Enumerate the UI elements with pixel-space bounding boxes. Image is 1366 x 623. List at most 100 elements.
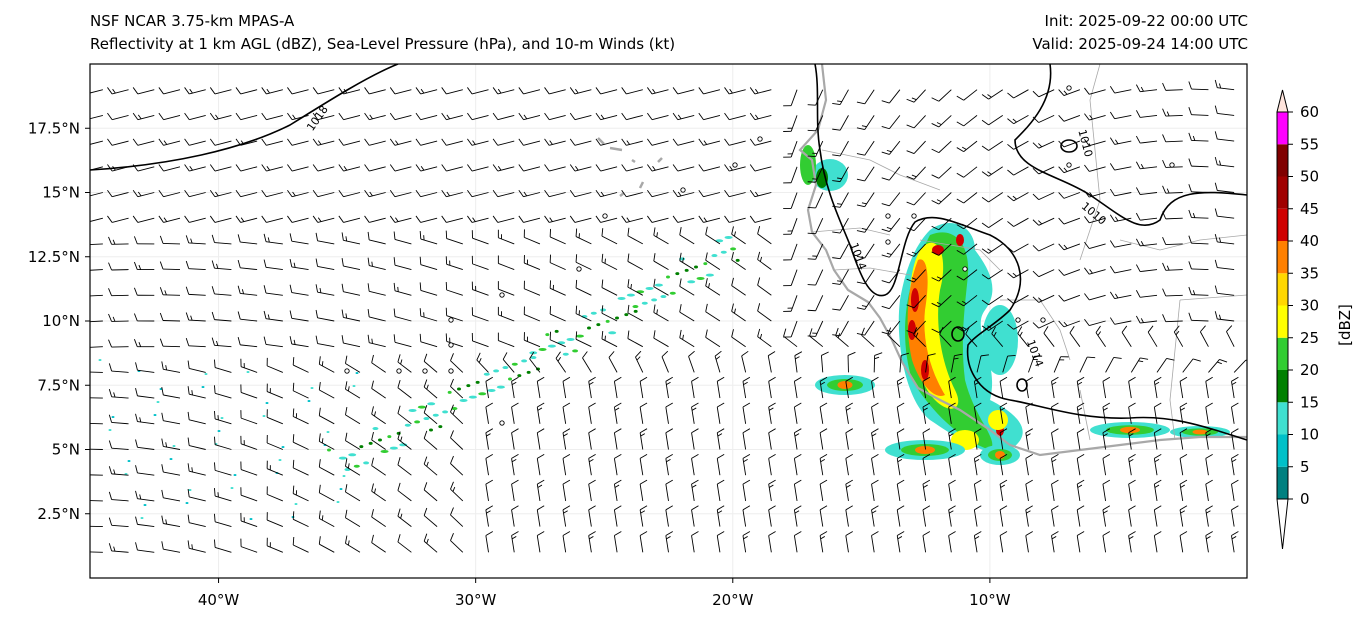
wind-barb — [896, 453, 905, 476]
wind-barb — [794, 351, 803, 373]
wind-barb — [807, 192, 824, 209]
reflectivity-cell — [982, 305, 1018, 375]
wind-barb — [1102, 402, 1111, 424]
wind-barb — [367, 334, 386, 348]
wind-barb — [783, 269, 798, 287]
wind-barb — [450, 481, 464, 502]
wind-barb — [518, 138, 541, 146]
wind-barb — [832, 217, 849, 234]
wind-barb — [445, 230, 463, 245]
wind-barb — [716, 505, 725, 527]
wind-barb — [871, 531, 879, 553]
wind-barb — [485, 479, 494, 501]
wind-barb — [832, 140, 849, 157]
wind-barb — [485, 531, 494, 553]
reflectivity-cell — [457, 387, 461, 391]
wind-barb — [1025, 531, 1033, 553]
wind-barb — [569, 189, 592, 198]
wind-barb — [1025, 453, 1033, 476]
wind-barb — [639, 376, 648, 399]
station-marker — [1066, 162, 1072, 168]
wind-barb — [981, 294, 1003, 306]
wind-barb — [575, 305, 592, 322]
wind-barb — [1128, 505, 1136, 527]
wind-barb — [757, 328, 772, 348]
wind-barb — [187, 488, 206, 502]
wind-barb — [1173, 325, 1184, 347]
wind-barb — [1205, 505, 1213, 527]
wind-barb — [133, 236, 155, 245]
wind-barb — [948, 428, 956, 450]
wind-barb — [292, 511, 309, 528]
wind-barb — [783, 328, 798, 348]
wind-barb — [749, 215, 772, 223]
wind-barb — [881, 269, 901, 284]
wind-barb — [90, 114, 103, 120]
wind-barb — [315, 258, 335, 271]
wind-barb — [973, 428, 982, 450]
wind-barb — [497, 255, 515, 271]
wind-barb — [742, 531, 751, 553]
wind-barb — [423, 507, 438, 527]
wind-barb — [1102, 453, 1111, 476]
wind-barb — [1076, 376, 1085, 399]
wind-barb — [705, 329, 721, 348]
wind-barb — [364, 87, 386, 95]
wind-barb — [492, 87, 515, 95]
wind-barb — [1188, 235, 1209, 245]
wind-barb — [1182, 358, 1201, 373]
wind-barb — [235, 138, 258, 146]
wind-barb — [1043, 326, 1055, 347]
station-marker — [1169, 162, 1175, 168]
wind-barb — [237, 234, 258, 245]
wind-barb — [1226, 325, 1235, 347]
wind-barb — [731, 329, 746, 348]
wind-barb — [549, 228, 566, 245]
wind-barb — [731, 277, 746, 296]
wind-barb — [1007, 269, 1029, 279]
wind-barb — [108, 236, 129, 245]
wind-barb — [235, 112, 258, 121]
wind-barb — [948, 505, 956, 527]
wind-barb — [345, 458, 361, 476]
wind-barb — [999, 428, 1008, 450]
wind-barb — [90, 551, 103, 553]
wind-barb — [1025, 428, 1033, 450]
wind-barb — [471, 307, 489, 322]
wind-barb — [187, 540, 206, 553]
wind-barb — [90, 371, 103, 373]
wind-barb — [871, 428, 879, 450]
wind-barb — [742, 402, 751, 424]
wind-barb — [783, 218, 798, 235]
wind-barb — [518, 215, 541, 223]
wind-barb — [1153, 428, 1162, 450]
wind-barb — [1076, 531, 1085, 553]
wind-barb — [1102, 479, 1111, 501]
wind-barb — [613, 428, 622, 450]
wind-barb — [724, 112, 746, 121]
wind-barb — [292, 434, 309, 450]
wind-barb — [588, 479, 596, 501]
wind-barb — [389, 87, 412, 95]
wind-barb — [108, 543, 129, 553]
wind-barb — [419, 282, 438, 296]
wind-barb — [423, 353, 438, 373]
wind-barb — [819, 453, 828, 476]
wind-barb — [292, 536, 309, 553]
wind-barb — [266, 512, 284, 528]
wind-barb — [345, 509, 361, 527]
wind-barb — [1156, 357, 1175, 373]
colorbar-tick-label: 10 — [1300, 426, 1319, 444]
reflectivity-cell — [427, 402, 436, 406]
wind-barb — [393, 308, 412, 322]
wind-barb — [367, 231, 386, 245]
wind-barb — [881, 320, 901, 335]
wind-barb — [544, 112, 566, 121]
wind-barb — [1058, 217, 1081, 225]
wind-barb — [647, 215, 669, 223]
reflectivity-cell — [417, 405, 426, 409]
wind-barb — [1051, 479, 1059, 501]
wind-barb — [621, 189, 643, 198]
reflectivity-cell — [220, 417, 224, 419]
reflectivity-cell — [517, 374, 522, 378]
